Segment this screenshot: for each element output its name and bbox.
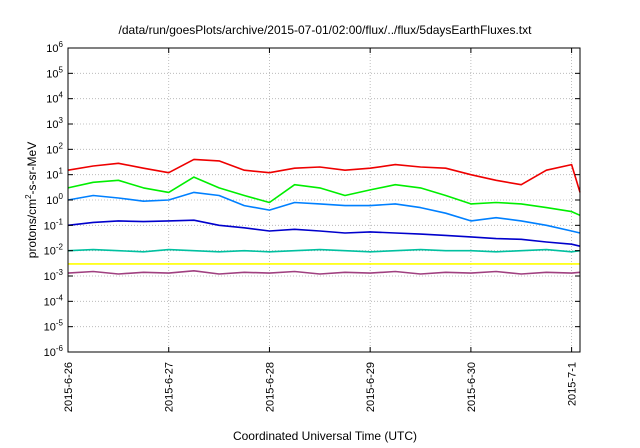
y-tick-label: 10-1: [44, 217, 64, 232]
gridlines: [67, 48, 580, 352]
y-tick-label: 104: [46, 91, 63, 106]
series-line-2: [67, 176, 581, 217]
x-tick-label: 2015-6-29: [365, 362, 377, 412]
y-tick-exponent: 1: [59, 167, 64, 176]
series-line-4: [67, 219, 581, 247]
y-axis-label: protons/cm2-s-sr-MeV: [24, 142, 39, 258]
y-tick-exponent: 3: [59, 116, 64, 125]
y-tick-label: 10-4: [44, 293, 64, 308]
y-tick-label: 102: [46, 141, 63, 156]
y-tick-exponent: -1: [56, 217, 64, 226]
y-tick-exponent: 0: [59, 192, 64, 201]
series-line-1: [67, 158, 581, 193]
series-line-5: [67, 248, 581, 253]
y-tick-label: 10-2: [44, 243, 64, 258]
y-tick-label: 10-5: [44, 319, 64, 334]
x-tick-label: 2015-6-26: [63, 362, 75, 412]
y-tick-label: 103: [46, 116, 63, 131]
series-line-3: [67, 191, 581, 234]
y-tick-base: 10: [46, 68, 58, 80]
y-tick-base: 10: [46, 144, 58, 156]
y-tick-base: 10: [46, 43, 58, 55]
y-axis-label-sup: 2: [24, 194, 33, 199]
y-tick-exponent: -5: [56, 319, 64, 328]
y-tick-label: 100: [46, 192, 63, 207]
y-tick-base: 10: [44, 271, 56, 283]
y-tick-base: 10: [46, 170, 58, 182]
y-tick-base: 10: [44, 322, 56, 334]
y-tick-exponent: -2: [56, 243, 64, 252]
x-tick-label: 2015-6-30: [466, 362, 478, 412]
y-axis-label-base: protons/cm: [25, 199, 39, 258]
y-tick-label: 105: [46, 65, 63, 80]
y-tick-label: 10-3: [44, 268, 64, 283]
y-axis-label-rest: -s-sr-MeV: [25, 142, 39, 195]
y-tick-exponent: 4: [59, 91, 64, 100]
y-tick-label: 10-6: [44, 344, 64, 359]
y-tick-exponent: 6: [59, 40, 64, 49]
y-tick-label: 106: [46, 40, 63, 55]
series-layer: [67, 158, 581, 275]
y-tick-base: 10: [46, 94, 58, 106]
y-tick-base: 10: [44, 347, 56, 359]
y-tick-base: 10: [44, 220, 56, 232]
y-tick-exponent: -4: [56, 293, 64, 302]
y-tick-label: 101: [46, 167, 63, 182]
y-tick-base: 10: [44, 246, 56, 258]
y-tick-base: 10: [46, 195, 58, 207]
x-tick-label: 2015-6-27: [164, 362, 176, 412]
series-line-7: [67, 269, 581, 275]
y-tick-base: 10: [46, 119, 58, 131]
x-axis-label: Coordinated Universal Time (UTC): [233, 429, 417, 443]
y-tick-exponent: -6: [56, 344, 64, 353]
y-tick-base: 10: [44, 296, 56, 308]
x-tick-label: 2015-7-1: [567, 362, 579, 406]
tick-layer: 10-610-510-410-310-210-11001011021031041…: [44, 40, 580, 412]
y-tick-exponent: 2: [59, 141, 64, 150]
y-tick-exponent: -3: [56, 268, 64, 277]
y-tick-exponent: 5: [59, 65, 64, 74]
x-tick-label: 2015-6-28: [264, 362, 276, 412]
chart-title: /data/run/goesPlots/archive/2015-07-01/0…: [119, 23, 533, 37]
